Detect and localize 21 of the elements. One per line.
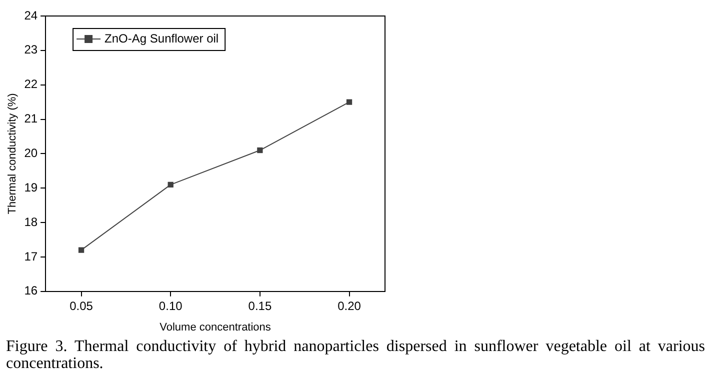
y-tick-label: 19 [24,180,38,194]
y-tick-label: 20 [24,146,38,160]
y-tick-label: 21 [24,112,38,126]
point [346,99,352,105]
y-tick-label: 22 [24,77,38,92]
y-tick-label: 24 [24,8,38,22]
point [168,182,174,188]
y-tick-label: 18 [24,214,38,229]
x-axis-title: Volume concentrations [160,321,272,334]
x-tick-label: 0.05 [70,298,94,313]
point [78,247,84,253]
y-tick-label: 16 [24,284,38,298]
y-tick-label: 17 [24,249,38,264]
x-tick-label: 0.20 [338,298,362,313]
point [257,147,263,154]
x-tick-label: 0.15 [248,298,272,313]
y-axis-title: Thermal conductivity (%) [6,93,19,214]
x-tick-label: 0.10 [158,298,183,313]
caption: Figure 3. Thermal conductivity of hybrid nanoparticles dispersed in sunflower vegetable oil at various concentrations. [6,338,705,372]
legend-label: ZnO-Ag Sunflower oil [104,31,219,46]
y-tick-label: 23 [24,42,38,57]
